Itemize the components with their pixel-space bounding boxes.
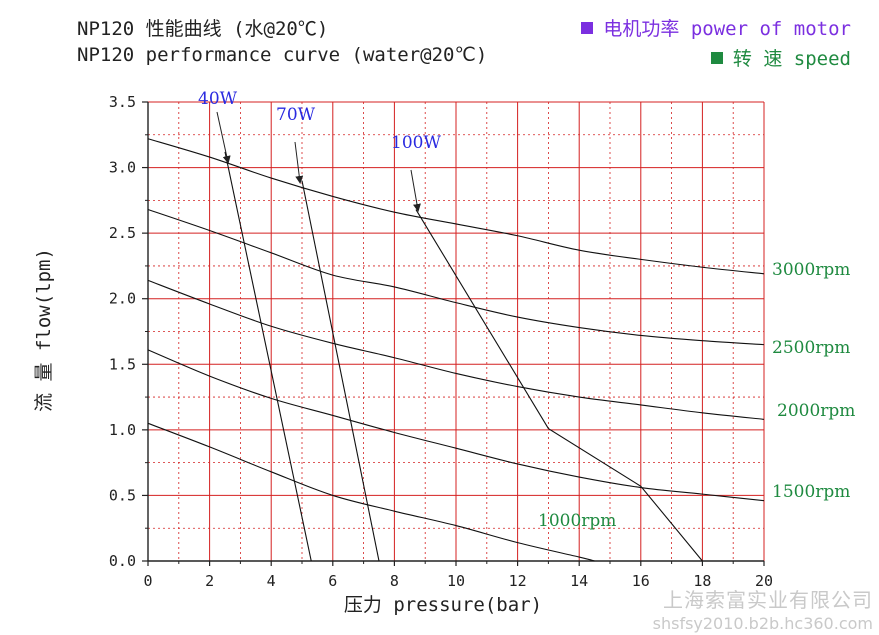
speed-label-3000rpm: 3000rpm bbox=[772, 260, 850, 280]
x-tick-label: 0 bbox=[143, 572, 152, 590]
y-tick-label: 1.5 bbox=[109, 355, 136, 373]
speed-curve-2500rpm bbox=[147, 209, 765, 346]
y-tick-label: 3.0 bbox=[109, 159, 136, 177]
watermark-company: 上海索富实业有限公司 bbox=[663, 588, 873, 612]
chart-title-cn: NP120 性能曲线 (水@20℃) bbox=[77, 18, 329, 40]
legend-power-label: 电机功率 power of motor bbox=[603, 18, 851, 40]
y-tick-label: 0.0 bbox=[109, 552, 136, 570]
y-tick-label: 2.0 bbox=[109, 290, 136, 308]
y-tick-label: 2.5 bbox=[109, 224, 136, 242]
power-curve-100W bbox=[415, 209, 703, 562]
power-arrow-100W bbox=[410, 169, 421, 212]
x-tick-label: 10 bbox=[447, 572, 465, 590]
y-tick-label: 3.5 bbox=[109, 93, 136, 111]
speed-label-1500rpm: 1500rpm bbox=[772, 482, 850, 502]
legend-speed-label: 转 速 speed bbox=[732, 48, 851, 70]
power-arrow-40W bbox=[216, 111, 231, 164]
power-label-100W: 100W bbox=[391, 133, 441, 153]
legend-power: 电机功率 power of motor bbox=[581, 14, 851, 41]
speed-curve-1500rpm bbox=[147, 349, 765, 502]
x-tick-label: 12 bbox=[509, 572, 527, 590]
curve-labels: 3000rpm 2500rpm 2000rpm 1500rpm 1000rpm 40W 70… bbox=[198, 89, 855, 531]
power-curve-70W bbox=[301, 180, 380, 562]
power-label-40W: 40W bbox=[198, 89, 238, 109]
y-tick-label: 1.0 bbox=[109, 421, 136, 439]
x-tick-label: 18 bbox=[693, 572, 711, 590]
power-curve-40W bbox=[224, 151, 312, 562]
axes: 0 2 4 6 8 10 12 14 16 18 20 0.0 0.5 1.0 1.5 2.0 2.5 3.0 3.… bbox=[109, 93, 773, 590]
x-tick-label: 16 bbox=[632, 572, 650, 590]
x-tick-label: 14 bbox=[570, 572, 588, 590]
speed-label-2500rpm: 2500rpm bbox=[772, 338, 850, 358]
y-axis-label: 流 量 flow(lpm) bbox=[33, 248, 55, 412]
x-tick-label: 6 bbox=[328, 572, 337, 590]
power-arrow-70W bbox=[294, 141, 304, 184]
y-tick-label: 0.5 bbox=[109, 486, 136, 504]
x-axis-label: 压力 pressure(bar) bbox=[344, 594, 542, 616]
power-swatch-icon bbox=[581, 21, 594, 34]
x-tick-label: 2 bbox=[205, 572, 214, 590]
watermark-url: shsfsy2010.b2b.hc360.com bbox=[652, 614, 873, 633]
power-label-70W: 70W bbox=[276, 105, 316, 125]
x-tick-label: 8 bbox=[390, 572, 399, 590]
speed-curve-2000rpm bbox=[147, 279, 765, 420]
curves bbox=[147, 138, 765, 562]
speed-label-1000rpm: 1000rpm bbox=[538, 511, 616, 531]
x-tick-label: 4 bbox=[267, 572, 276, 590]
speed-curve-1000rpm bbox=[147, 422, 595, 562]
speed-swatch-icon bbox=[710, 51, 723, 64]
chart-title-en: NP120 performance curve (water@20℃) bbox=[77, 44, 488, 66]
speed-curve-3000rpm bbox=[147, 138, 765, 275]
x-tick-label: 20 bbox=[755, 572, 773, 590]
grid bbox=[148, 101, 765, 561]
legend-speed: 转 速 speed bbox=[710, 44, 851, 71]
speed-label-2000rpm: 2000rpm bbox=[777, 401, 855, 421]
